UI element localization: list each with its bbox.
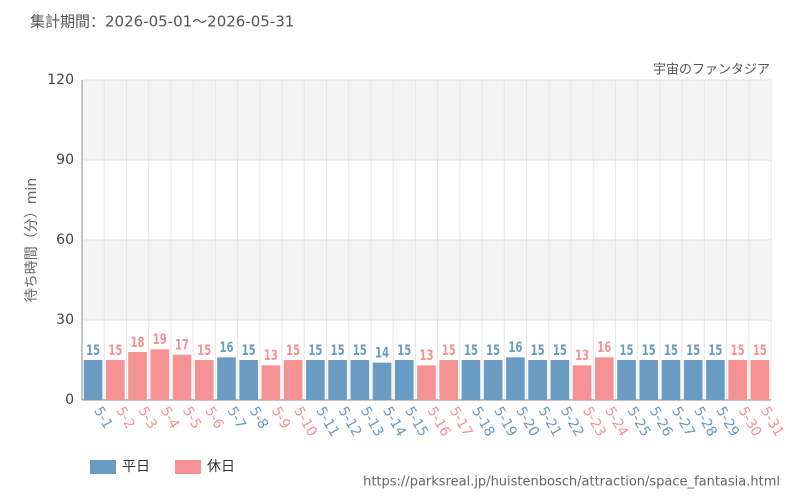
bar (172, 354, 192, 400)
grid-band (82, 80, 771, 160)
chart-subtitle: 集計期間：2026-05-01～2026-05-31 (30, 13, 294, 31)
bar (283, 360, 303, 400)
bar (261, 365, 281, 400)
legend-label: 平日 (122, 459, 150, 475)
x-tick-label: 5-2 (112, 404, 137, 432)
bar (572, 365, 592, 400)
value-label: 13 (419, 347, 433, 364)
bar (528, 360, 547, 400)
bar (706, 360, 725, 400)
chart-title: 宇宙のファンタジア (653, 63, 770, 78)
bar (83, 360, 103, 400)
legend-swatch (175, 460, 201, 474)
bar (394, 360, 414, 400)
bar (372, 362, 392, 400)
bar (461, 360, 481, 400)
value-label: 15 (442, 342, 456, 359)
y-tick-label: 90 (56, 152, 74, 168)
value-label: 15 (197, 342, 211, 359)
value-label: 15 (642, 342, 656, 359)
bar (639, 360, 659, 400)
y-tick-label: 120 (47, 72, 74, 88)
bar (439, 360, 459, 400)
bar (239, 360, 259, 400)
value-label: 16 (508, 339, 522, 356)
grid-band (82, 240, 771, 320)
value-label: 13 (575, 347, 589, 364)
value-label: 16 (219, 339, 233, 356)
value-label: 15 (731, 342, 745, 359)
bar (350, 360, 370, 400)
x-tick-label: 5-8 (246, 404, 271, 432)
value-label: 15 (86, 342, 100, 359)
x-tick-label: 5-4 (157, 404, 182, 432)
y-tick-label: 0 (65, 392, 74, 408)
bar (750, 360, 770, 400)
value-label: 15 (708, 342, 722, 359)
bar (617, 360, 636, 400)
value-label: 15 (464, 342, 478, 359)
x-tick-label: 5-31 (757, 404, 787, 440)
x-tick-label: 5-9 (268, 404, 293, 432)
bar (306, 360, 325, 400)
value-label: 15 (353, 342, 367, 359)
bar (106, 360, 125, 400)
value-label: 15 (108, 342, 122, 359)
value-label: 15 (553, 342, 567, 359)
value-label: 18 (131, 334, 145, 351)
y-tick-label: 60 (56, 232, 74, 248)
x-tick-label: 5-6 (201, 404, 226, 432)
bar (728, 360, 747, 400)
value-label: 15 (242, 342, 256, 359)
value-label: 15 (531, 342, 545, 359)
x-tick-label: 5-5 (179, 404, 204, 432)
bar (328, 360, 347, 400)
x-tick-label: 5-7 (224, 404, 249, 432)
value-label: 15 (331, 342, 345, 359)
value-label: 14 (375, 344, 389, 361)
bar (594, 357, 614, 400)
bar (550, 360, 570, 400)
value-label: 13 (264, 347, 278, 364)
y-tick-label: 30 (56, 312, 74, 328)
value-label: 15 (686, 342, 700, 359)
value-label: 15 (308, 342, 322, 359)
value-label: 16 (597, 339, 611, 356)
value-label: 15 (664, 342, 678, 359)
value-label: 15 (620, 342, 634, 359)
legend-label: 休日 (207, 459, 235, 475)
value-label: 15 (486, 342, 500, 359)
bar (506, 357, 525, 400)
value-label: 15 (286, 342, 300, 359)
value-label: 15 (753, 342, 767, 359)
bar (194, 360, 214, 400)
bar (417, 365, 436, 400)
value-label: 19 (153, 331, 167, 348)
bar (683, 360, 703, 400)
x-tick-label: 5-3 (135, 404, 160, 432)
x-tick-label: 5-1 (90, 404, 115, 432)
legend-swatch (90, 460, 116, 474)
bar (661, 360, 681, 400)
bar (128, 352, 147, 400)
source-url: https://parksreal.jp/huistenbosch/attrac… (363, 475, 780, 490)
bar (483, 360, 503, 400)
value-label: 15 (397, 342, 411, 359)
y-axis-label: 待ち時間（分）min (24, 178, 40, 302)
bar (150, 349, 170, 400)
value-label: 17 (175, 336, 189, 353)
bar (217, 357, 236, 400)
